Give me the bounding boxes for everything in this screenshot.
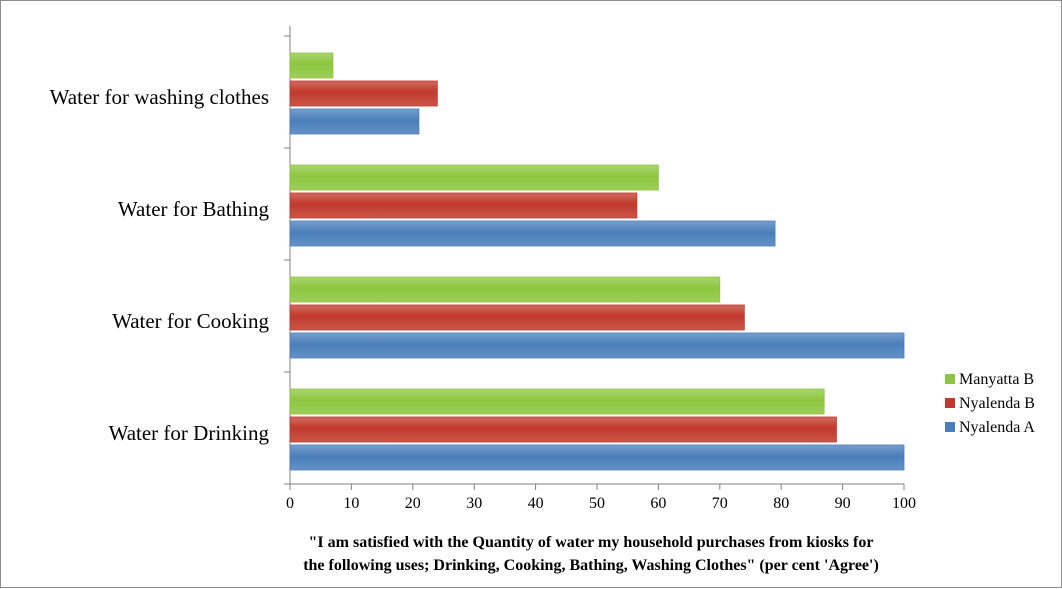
x-tick-label: 0 — [286, 495, 294, 512]
x-tick-label: 10 — [343, 495, 359, 512]
bar-nyalenda-a-3 — [289, 108, 420, 135]
x-tick-label: 60 — [650, 495, 666, 512]
legend-swatch — [945, 398, 955, 408]
bar-manyatta-b-2 — [289, 164, 659, 191]
x-tick-labels: 0 10 20 30 40 50 60 70 80 90 100 — [286, 495, 916, 512]
bar-nyalenda-b-2 — [289, 192, 638, 219]
bar-manyatta-b-3 — [289, 52, 334, 79]
legend-label: Nyalenda B — [959, 395, 1035, 412]
legend: Manyatta B Nyalenda B Nyalenda A — [945, 371, 1035, 436]
bar-nyalenda-a-1 — [289, 332, 905, 359]
category-labels: Water for Drinking Water for Cooking Water… — [50, 85, 270, 445]
x-tick-label: 70 — [712, 495, 728, 512]
x-tick-label: 90 — [835, 495, 851, 512]
bars — [289, 52, 905, 471]
category-label: Water for washing clothes — [50, 85, 269, 109]
x-tick-label: 20 — [405, 495, 421, 512]
bar-nyalenda-a-0 — [289, 444, 905, 471]
x-tick-label: 30 — [466, 495, 482, 512]
category-label: Water for Cooking — [112, 309, 269, 333]
x-tick-label: 50 — [589, 495, 605, 512]
bar-nyalenda-b-1 — [289, 304, 745, 331]
category-label: Water for Bathing — [118, 197, 270, 221]
bar-nyalenda-a-2 — [289, 220, 776, 247]
legend-label: Manyatta B — [959, 371, 1034, 388]
x-axis-title-line-2: the following uses; Drinking, Cooking, B… — [303, 557, 879, 574]
bar-manyatta-b-1 — [289, 276, 721, 303]
bar-nyalenda-b-0 — [289, 416, 837, 443]
category-label: Water for Drinking — [109, 421, 270, 445]
legend-label: Nyalenda A — [959, 419, 1035, 436]
legend-swatch — [945, 374, 955, 384]
x-tick-label: 80 — [773, 495, 789, 512]
x-axis-title-line-1: "I am satisfied with the Quantity of wat… — [309, 534, 874, 551]
legend-swatch — [945, 422, 955, 432]
bar-manyatta-b-0 — [289, 388, 825, 415]
x-tick-label: 100 — [892, 495, 916, 512]
bar-nyalenda-b-3 — [289, 80, 438, 107]
x-tick-label: 40 — [528, 495, 544, 512]
